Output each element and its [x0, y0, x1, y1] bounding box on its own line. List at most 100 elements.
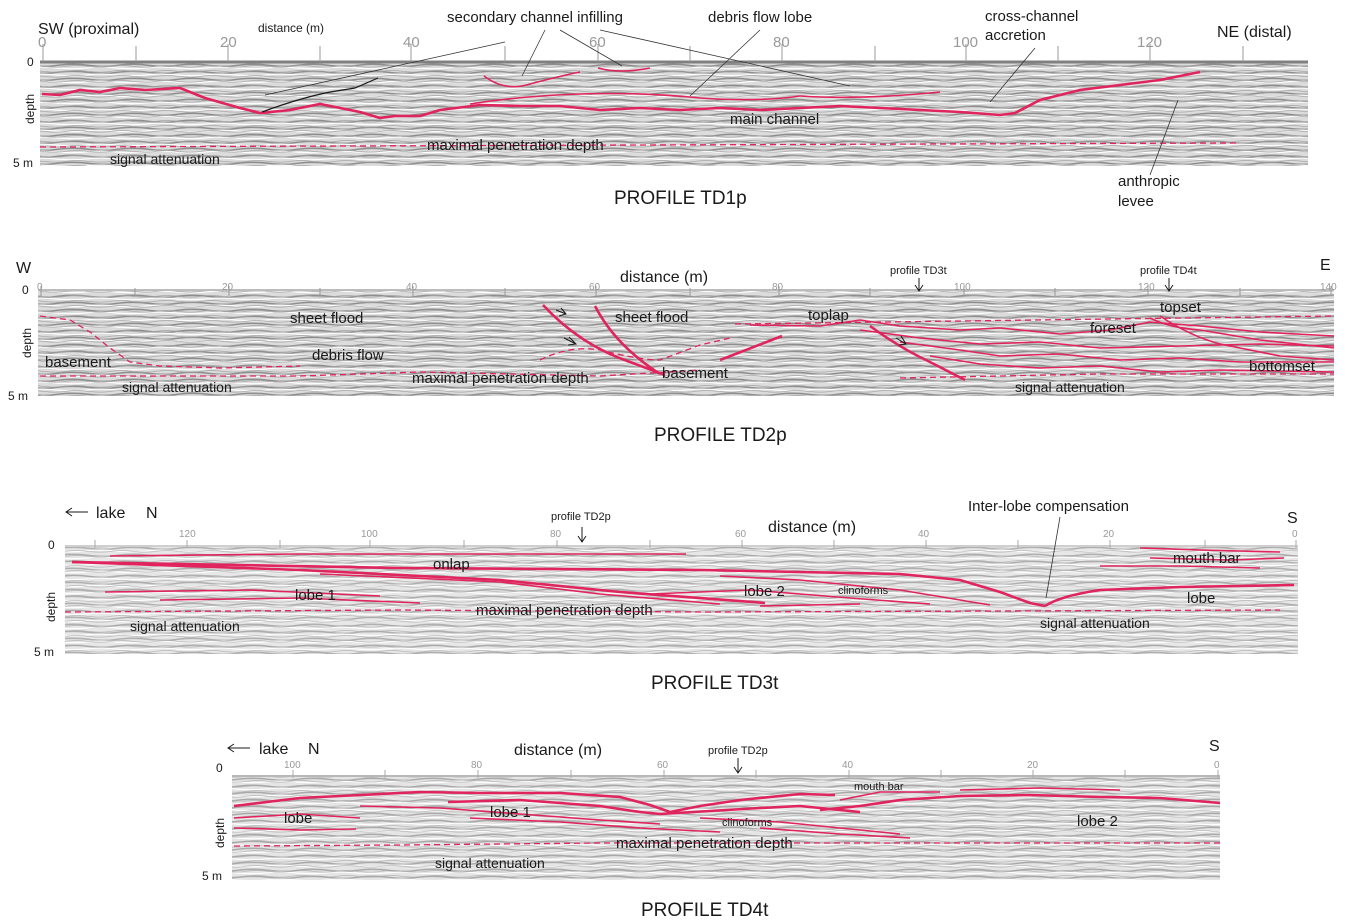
- direction-left: lake: [259, 741, 288, 758]
- lobe-horizon: [233, 790, 836, 814]
- tick-label: 100: [361, 529, 378, 540]
- annotation: clinoforms: [722, 817, 773, 829]
- annotation: foreset: [1090, 320, 1137, 337]
- signal-attenuation-line: [233, 842, 1220, 847]
- tick-label: 20: [220, 34, 237, 51]
- tick-label: 120: [1137, 34, 1162, 51]
- tick-label: 140: [1320, 282, 1337, 293]
- tick-label: 0: [1214, 760, 1220, 771]
- profile-td3t: 120 100 80 60 40 20 0 lake N S distance …: [34, 498, 1298, 694]
- signal-attenuation-line: [39, 142, 1241, 148]
- depth-bottom: 5 m: [34, 645, 54, 659]
- annotation: cross-channel: [985, 8, 1078, 25]
- annotation: lobe 2: [744, 583, 785, 600]
- annotation: lobe 2: [1077, 813, 1118, 830]
- direction-left-cardinal: N: [308, 741, 320, 758]
- depth-bottom: 5 m: [8, 389, 28, 403]
- annotation: anthropic: [1118, 173, 1180, 190]
- direction-left: SW (proximal): [38, 21, 139, 38]
- annotation: topset: [1160, 299, 1202, 316]
- tick-label: 120: [1138, 282, 1155, 293]
- annotation: secondary channel infilling: [447, 9, 623, 26]
- direction-left: W: [16, 260, 32, 277]
- annotation: main channel: [730, 111, 819, 128]
- tick-label: 80: [773, 34, 790, 51]
- annotation: signal attenuation: [435, 855, 545, 871]
- axis-label: distance (m): [620, 269, 708, 286]
- profile-title: PROFILE TD4t: [641, 900, 769, 920]
- annotation: sheet flood: [615, 309, 688, 326]
- profile-marker: profile TD2p: [708, 745, 768, 757]
- depth-label: depth: [23, 94, 37, 124]
- annotation: mouth bar: [854, 781, 904, 793]
- basement-outline: [39, 315, 301, 369]
- annotation: clinoforms: [838, 585, 889, 597]
- profile-marker: profile TD3t: [890, 265, 947, 277]
- secondary-channel-horizon: [483, 71, 581, 88]
- depth-top: 0: [22, 283, 29, 297]
- annotation: toplap: [808, 307, 849, 324]
- main-channel-horizon: [41, 70, 1201, 120]
- depth-top: 0: [216, 761, 223, 775]
- annotation: levee: [1118, 193, 1154, 210]
- annotation: maximal penetration depth: [616, 835, 793, 852]
- tick-label: 60: [657, 760, 669, 771]
- annotation: basement: [45, 354, 112, 371]
- tick-label: 80: [772, 282, 784, 293]
- axis-label: distance (m): [768, 519, 856, 536]
- annotation: debris flow lobe: [708, 9, 812, 26]
- annotation: sheet flood: [290, 310, 363, 327]
- direction-left-cardinal: N: [146, 505, 158, 522]
- tick-label: 60: [589, 282, 601, 293]
- profile-td4t: 100 80 60 40 20 0 lake N S distance (m) …: [202, 738, 1221, 920]
- onlap-horizon: [71, 560, 766, 605]
- annotation: bottomset: [1249, 358, 1316, 375]
- axis-label: distance (m): [258, 21, 324, 35]
- tick-label: 20: [1103, 529, 1115, 540]
- profile-marker: profile TD2p: [551, 511, 611, 523]
- annotation: maximal penetration depth: [476, 602, 653, 619]
- annotation: signal attenuation: [130, 618, 240, 634]
- profile-title: PROFILE TD1p: [614, 188, 747, 209]
- tick-label: 40: [842, 760, 854, 771]
- tick-label: 100: [954, 282, 971, 293]
- fault-line: [542, 304, 666, 377]
- profile-marker: profile TD4t: [1140, 265, 1197, 277]
- tick-label: 40: [406, 282, 418, 293]
- annotation: debris flow: [312, 347, 384, 364]
- profile-title: PROFILE TD2p: [654, 425, 787, 446]
- annotation: onlap: [433, 556, 470, 573]
- depth-bottom: 5 m: [202, 869, 222, 883]
- annotation: Inter-lobe compensation: [968, 498, 1129, 515]
- depth-label: depth: [44, 592, 58, 622]
- axis-label: distance (m): [514, 742, 602, 759]
- direction-right: NE (distal): [1217, 24, 1292, 41]
- profile-td2p: 0 20 40 60 80 100 120 140 W E distance (…: [8, 257, 1337, 446]
- annotation: lobe 1: [295, 587, 336, 604]
- depth-top: 0: [48, 538, 55, 552]
- tick-label: 80: [471, 760, 483, 771]
- depth-label: depth: [20, 328, 34, 358]
- annotation: lobe: [1187, 590, 1215, 607]
- tick-label: 20: [222, 282, 234, 293]
- annotation: maximal penetration depth: [412, 370, 589, 387]
- depth-label: depth: [213, 818, 227, 848]
- profile-title: PROFILE TD3t: [651, 673, 779, 694]
- tick-label: 100: [284, 760, 301, 771]
- tick-label: 0: [38, 34, 46, 51]
- annotation: basement: [662, 365, 729, 382]
- annotation: maximal penetration depth: [427, 137, 604, 154]
- tick-label: 80: [550, 529, 562, 540]
- annotation: accretion: [985, 27, 1046, 44]
- direction-right: S: [1287, 510, 1298, 527]
- depth-bottom: 5 m: [13, 156, 33, 170]
- annotation: mouth bar: [1173, 550, 1241, 567]
- annotation: signal attenuation: [110, 151, 220, 167]
- direction-right: S: [1209, 738, 1220, 755]
- tick-label: 40: [918, 529, 930, 540]
- tick-label: 100: [953, 34, 978, 51]
- annotation: signal attenuation: [122, 379, 232, 395]
- direction-right: E: [1320, 257, 1331, 274]
- tick-label: 60: [589, 34, 606, 51]
